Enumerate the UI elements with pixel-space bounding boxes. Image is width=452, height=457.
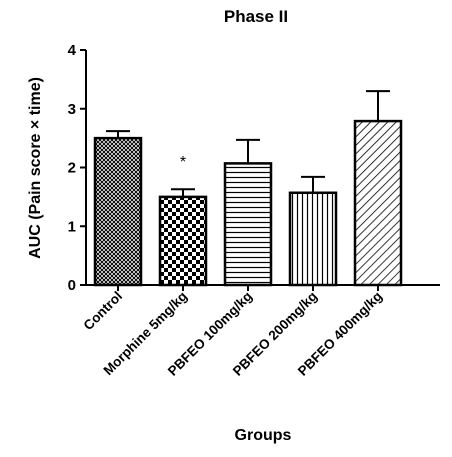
y-axis-label: AUC (Pain score × time) [27, 77, 44, 259]
significance-marker: * [180, 154, 186, 171]
bar [158, 195, 208, 287]
bar [288, 191, 338, 287]
bars: * [93, 90, 403, 287]
bar [353, 119, 403, 287]
x-axis-label: Groups [235, 427, 292, 444]
y-tick-label: 4 [68, 42, 77, 59]
y-tick-label: 2 [68, 160, 76, 177]
y-tick-label: 3 [68, 101, 76, 118]
bar [93, 136, 143, 287]
y-axis: 0 1 2 3 4 [68, 42, 87, 294]
y-tick-label: 1 [68, 218, 76, 235]
x-tick-label: Control [81, 289, 126, 334]
chart-title: Phase II [224, 7, 288, 26]
y-tick-label: 0 [68, 277, 76, 294]
bar [223, 162, 273, 287]
